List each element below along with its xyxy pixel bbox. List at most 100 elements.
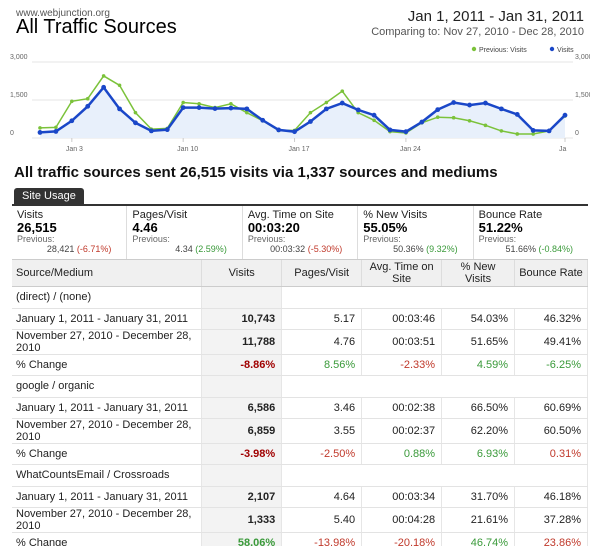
summary-prev-value: 50.36% [393,244,424,254]
visits-point [387,127,393,133]
legend-previous-marker [471,46,477,52]
visits-point [244,106,250,112]
table-cell: 00:02:38 [361,397,443,419]
visits-point [260,117,266,123]
visits-point [308,119,313,124]
col-visits[interactable]: Visits [201,260,283,287]
visits-point [339,100,345,106]
previous-visits-point [181,100,185,105]
table-cell: 31.70% [441,486,516,508]
table-row: November 27, 2010 - December 28, 2010 1,3… [12,507,588,533]
visits-point [133,120,138,126]
previous-visits-point [515,132,520,136]
source-medium-link[interactable]: google / organic [12,375,203,398]
summary-prev-value: 4.34 [175,244,193,254]
table-row: % Change -8.86% 8.56% -2.33% 4.59% -6.25% [12,354,588,376]
summary-pages-visit: Pages/Visit 4.46 Previous: 4.34 (2.59%) [127,206,243,259]
row-label: % Change [12,443,203,465]
site-url: www.webjunction.org [16,8,110,19]
table-cell: -8.86% [201,354,283,376]
summary-value: 26,515 [17,220,57,235]
visits-point [148,128,154,134]
table-cell: -2.33% [361,354,443,376]
previous-visits-point [531,132,535,136]
summary-change: (9.32%) [426,244,458,254]
summary-change: (2.59%) [195,244,227,254]
table-row: % Change 58.06% -13.98% -20.18% 46.74% 23.86% [12,532,588,546]
summary-label: Pages/Visit [132,209,188,221]
visits-line [39,85,566,134]
source-group-row: google / organic [12,375,588,398]
summary-value: 00:03:20 [247,220,300,235]
date-range[interactable]: Jan 1, 2011 - Jan 31, 2011 [407,8,584,25]
group-spacer [281,375,588,398]
table-cell: 00:03:46 [361,308,443,330]
previous-visits-point [229,102,233,106]
table-cell: 2,107 [201,486,283,508]
col-source-medium[interactable]: Source/Medium [12,260,203,287]
previous-visits-point [54,125,58,130]
table-cell: -13.98% [281,532,363,546]
summary-bounce-rate: Bounce Rate 51.22% Previous: 51.66% (-0.… [474,206,588,259]
source-group-row: (direct) / (none) [12,286,588,309]
x-tick-label: Jan 10 [177,146,198,153]
table-cell: 5.17 [281,308,363,330]
summary-prev-line: 50.36% (9.32%) [363,244,467,254]
visits-point [483,100,488,106]
legend-previous-label: Previous: Visits [479,47,527,54]
source-medium-link[interactable]: (direct) / (none) [12,286,203,309]
visits-point [371,112,377,118]
visits-point [498,106,504,112]
row-label: November 27, 2010 - December 28, 2010 [12,329,203,355]
visits-point [228,105,234,111]
previous-visits-point [70,99,74,104]
group-spacer [201,286,283,309]
table-cell: 0.31% [514,443,588,465]
row-label: January 1, 2011 - January 31, 2011 [12,308,203,330]
col-new-visits[interactable]: % New Visits [441,260,516,287]
table-cell: 21.61% [441,507,516,533]
y-tick-label: 0 [10,130,14,137]
summary-label: % New Visits [363,209,428,221]
table-cell: 4.76 [281,329,363,355]
visits-point [546,128,552,134]
table-row: November 27, 2010 - December 28, 2010 6,8… [12,418,588,444]
headline: All traffic sources sent 26,515 visits v… [14,164,498,181]
source-medium-link[interactable]: WhatCountsEmail / Crossroads [12,464,203,487]
table-cell: 8.56% [281,354,363,376]
table-cell: 51.65% [441,329,516,355]
tab-site-usage[interactable]: Site Usage [14,188,84,204]
visits-point [467,102,472,108]
summary-bar: Visits 26,515 Previous: 28,421 (-6.71%) … [12,204,588,260]
col-avg-time[interactable]: Avg. Time on Site [361,260,443,287]
visits-point [276,127,282,133]
visits-point [419,119,425,125]
previous-visits-point [133,110,138,115]
table-cell: 66.50% [441,397,516,419]
table-cell: 1,333 [201,507,283,533]
summary-value: 55.05% [363,220,408,235]
row-label: January 1, 2011 - January 31, 2011 [12,397,203,419]
table-cell: 11,788 [201,329,283,355]
previous-visits-point [197,102,201,106]
table-cell: 58.06% [201,532,283,546]
row-label: November 27, 2010 - December 28, 2010 [12,507,203,533]
col-bounce-rate[interactable]: Bounce Rate [514,260,588,287]
summary-label: Avg. Time on Site [247,209,334,221]
visits-point [451,100,457,105]
traffic-table: Source/Medium Visits Pages/Visit Avg. Ti… [12,260,588,546]
row-label: % Change [12,532,203,546]
x-tick-label: Jan 3 [66,146,83,153]
table-row: January 1, 2011 - January 31, 2011 6,586 3… [12,397,588,419]
summary-prev-value: 28,421 [46,244,75,254]
table-cell: 60.69% [514,397,588,419]
previous-visits-point [435,115,440,120]
col-pages-visit[interactable]: Pages/Visit [281,260,363,287]
group-spacer [201,464,283,487]
table-cell: 3.46 [281,397,363,419]
table-cell: -2.50% [281,443,363,465]
summary-value: 51.22% [478,220,523,235]
table-cell: 5.40 [281,507,363,533]
y-tick-label: 3,000 [10,54,28,61]
previous-visits-point [85,96,90,101]
